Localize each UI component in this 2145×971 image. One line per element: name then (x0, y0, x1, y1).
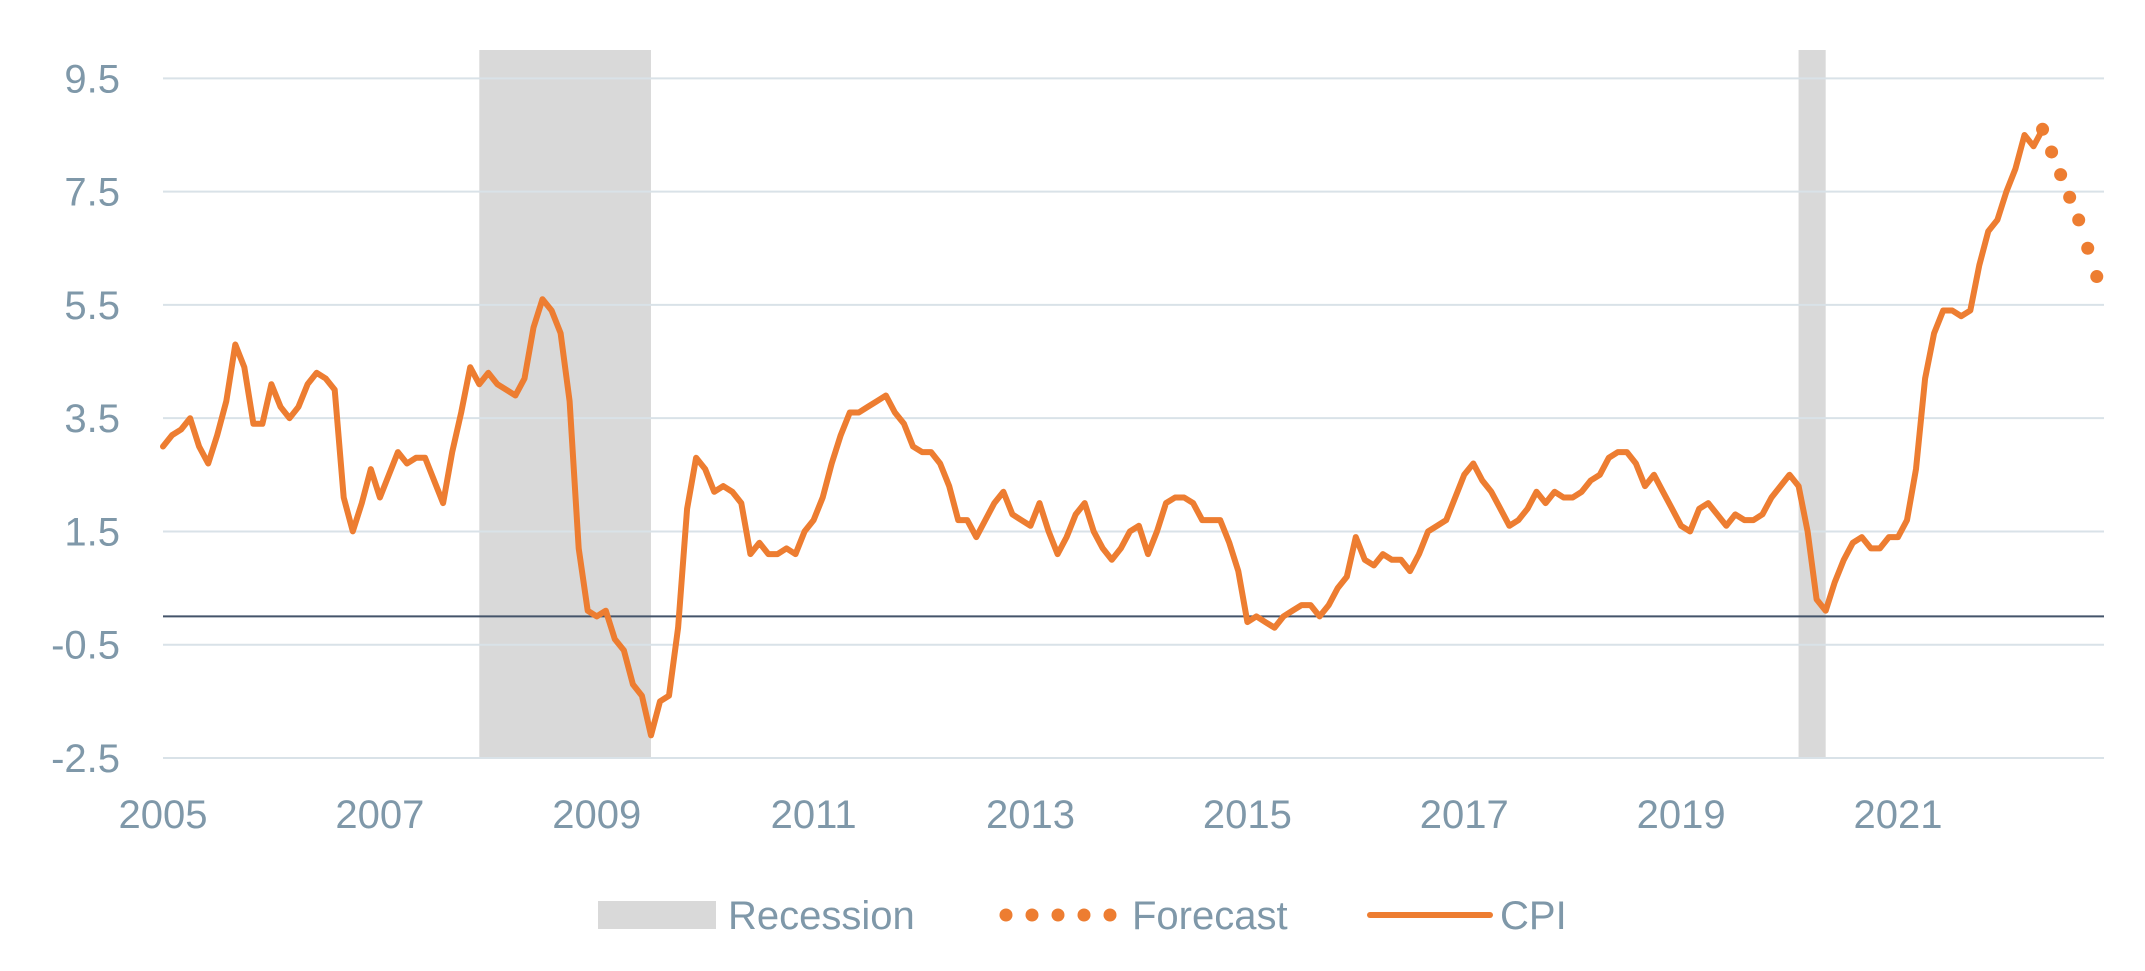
recession-bands (479, 50, 1826, 758)
y-axis-tick-labels: -2.5 -0.5 1.5 3.5 5.5 7.5 9.5 (51, 57, 120, 781)
legend-swatch-recession (598, 901, 716, 929)
legend: Recession Forecast CPI (598, 894, 1567, 938)
legend-label-cpi: CPI (1500, 894, 1567, 938)
forecast-point (2090, 270, 2104, 284)
legend-swatch-forecast-dot (1051, 908, 1065, 922)
legend-label-forecast: Forecast (1132, 894, 1288, 938)
x-tick-label: 2007 (335, 793, 424, 837)
x-tick-label: 2011 (771, 793, 857, 837)
forecast-point (2054, 168, 2068, 182)
y-tick-label: 1.5 (64, 510, 120, 554)
y-tick-label: 5.5 (64, 284, 120, 328)
legend-swatch-forecast-dot (999, 908, 1013, 922)
x-tick-label: 2015 (1203, 793, 1292, 837)
y-tick-label: -2.5 (51, 737, 120, 781)
x-tick-label: 2019 (1637, 793, 1726, 837)
legend-swatch-forecast-dot (1103, 908, 1117, 922)
y-tick-label: 3.5 (64, 397, 120, 441)
x-tick-label: 2013 (986, 793, 1075, 837)
data-series (160, 122, 2104, 739)
y-tick-label: -0.5 (51, 624, 120, 668)
legend-swatch-forecast-dot (1077, 908, 1091, 922)
x-axis-tick-labels: 2005 2007 2009 2011 2013 2015 2017 2019 2021 (119, 793, 1943, 837)
x-tick-label: 2005 (119, 793, 208, 837)
forecast-point (2081, 241, 2095, 255)
x-tick-label: 2021 (1853, 793, 1942, 837)
forecast-point (2045, 145, 2059, 159)
recession-band-1 (479, 50, 651, 758)
series-line-cpi (160, 126, 2046, 739)
x-tick-label: 2009 (552, 793, 641, 837)
legend-swatch-forecast-dot (1025, 908, 1039, 922)
recession-band-2 (1798, 50, 1826, 758)
forecast-point (2072, 213, 2086, 227)
legend-label-recession: Recession (728, 894, 915, 938)
forecast-point (2036, 122, 2050, 136)
x-tick-label: 2017 (1420, 793, 1509, 837)
forecast-point (2063, 190, 2077, 204)
y-tick-label: 9.5 (64, 57, 120, 101)
y-tick-label: 7.5 (64, 171, 120, 215)
